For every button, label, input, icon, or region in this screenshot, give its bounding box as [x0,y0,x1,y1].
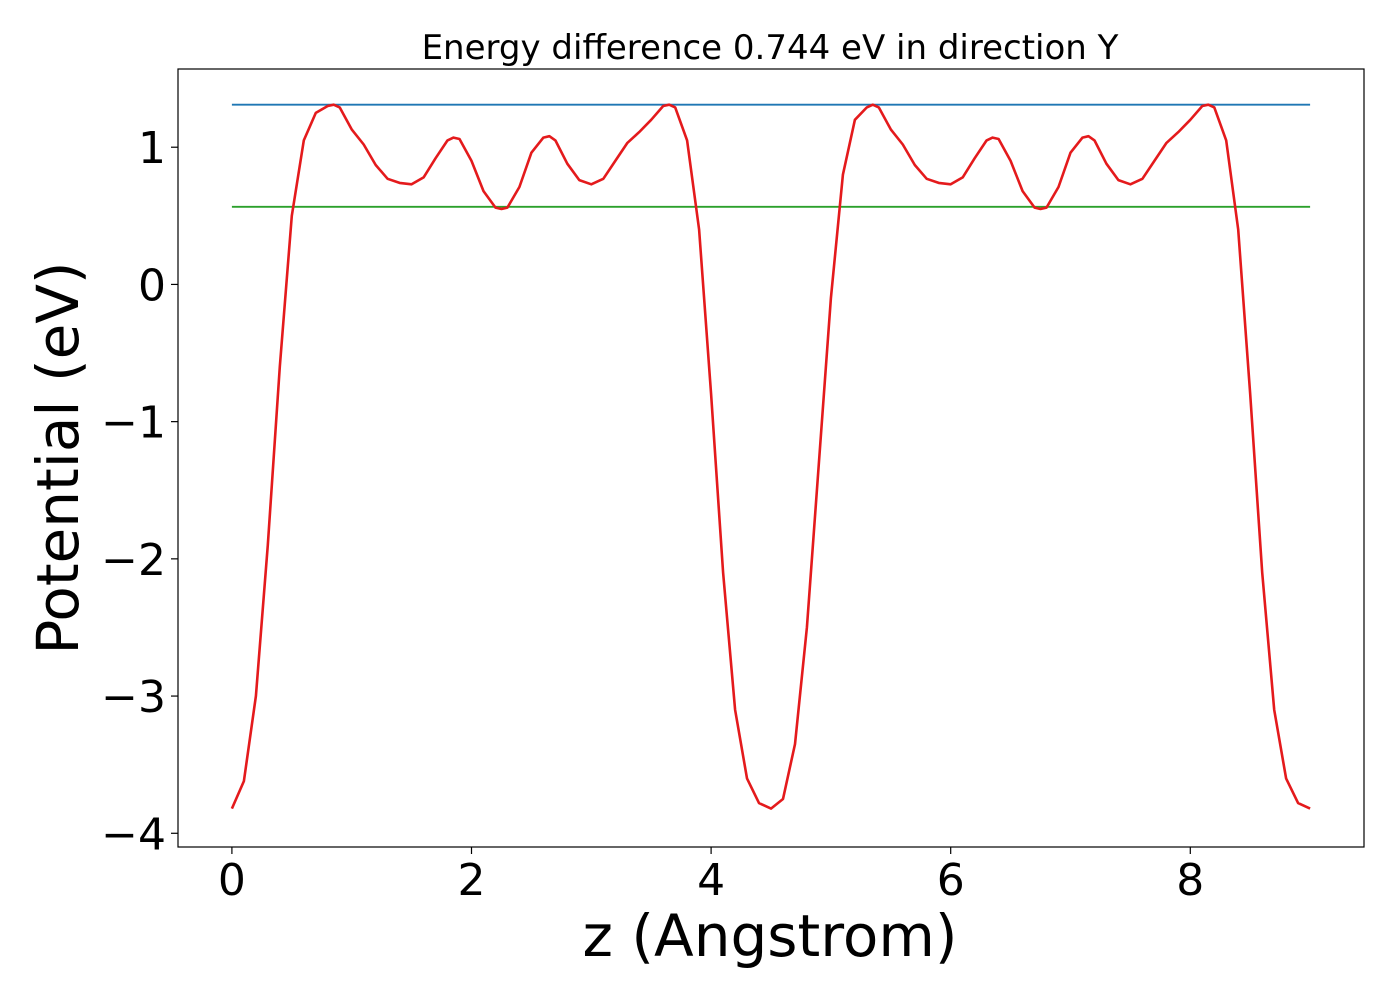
axes-frame [177,68,1365,848]
y-tick-label-3: −1 [101,398,166,449]
x-tick-label-0: 0 [218,855,246,906]
x-tick-label-3: 6 [937,855,965,906]
x-axis-label: z (Angstrom) [583,902,958,970]
plot-area [230,103,1311,810]
y-tick-label-4: 0 [138,260,166,311]
y-tick-label-2: −2 [101,535,166,586]
series-line-2 [230,103,1311,810]
y-axis-ticks: −4 −3 −2 −1 0 1 [101,123,178,860]
x-axis-ticks: 0 2 4 6 8 [218,847,1204,906]
y-tick-label-1: −3 [101,672,166,723]
y-axis-label: Potential (eV) [24,261,92,654]
y-tick-label-5: 1 [138,123,166,174]
x-tick-label-4: 8 [1176,855,1204,906]
chart-title: Energy difference 0.744 eV in direction … [422,28,1119,68]
x-tick-label-2: 4 [697,855,725,906]
x-tick-label-1: 2 [458,855,486,906]
y-tick-label-0: −4 [101,809,166,860]
